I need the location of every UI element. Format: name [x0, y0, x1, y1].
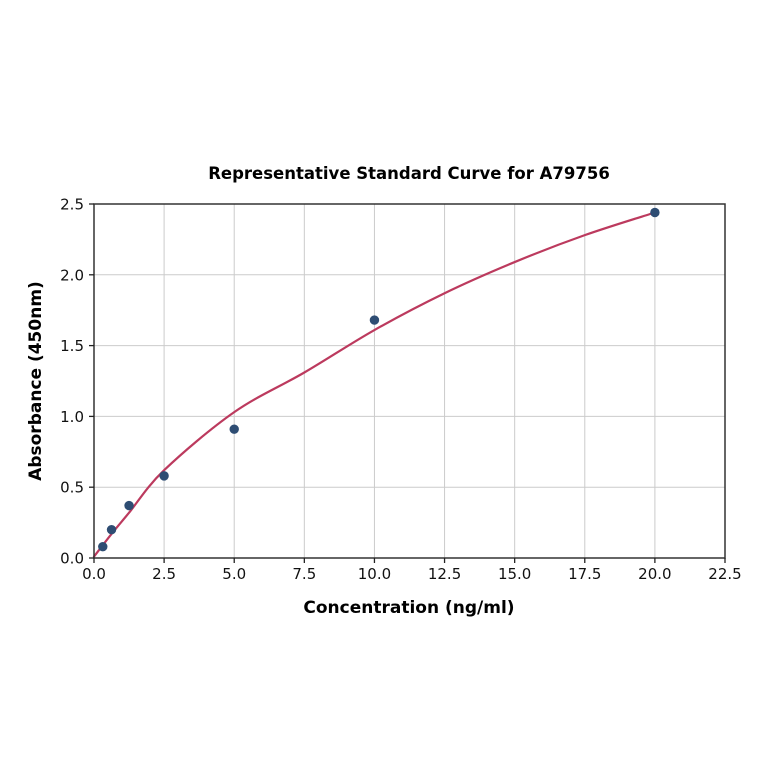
- y-tick-label: 2.5: [60, 196, 84, 214]
- gridlines: [93, 203, 726, 559]
- x-tick-label: 7.5: [292, 565, 316, 583]
- x-tick-label: 2.5: [152, 565, 176, 583]
- x-tick-labels: 0.0 2.5 5.0 7.5 10.0 12.5 15.0 17.5 20.0 22.5: [82, 565, 742, 583]
- data-point: [124, 500, 134, 511]
- x-tick-label: 15.0: [498, 565, 531, 583]
- x-tick-label: 5.0: [222, 565, 246, 583]
- data-point: [650, 207, 660, 218]
- x-tick-label: 20.0: [638, 565, 671, 583]
- y-tick-label: 0.5: [60, 479, 84, 497]
- x-tick-label: 12.5: [428, 565, 461, 583]
- fit-curve: [92, 211, 656, 558]
- data-point: [229, 424, 239, 434]
- x-tick-label: 10.0: [358, 565, 391, 583]
- data-point: [98, 541, 108, 552]
- axis-ticks: [89, 203, 726, 563]
- x-tick-label: 17.5: [568, 565, 601, 583]
- chart-title: Representative Standard Curve for A79756: [208, 164, 610, 183]
- y-tick-label: 2.0: [60, 266, 84, 284]
- plot-border: [93, 203, 726, 559]
- x-tick-label: 22.5: [708, 565, 741, 583]
- plot-data: [92, 207, 660, 558]
- data-point: [369, 315, 380, 325]
- y-axis-label: Absorbance (450nm): [26, 281, 46, 481]
- y-tick-label: 1.5: [60, 337, 84, 355]
- x-axis-label: Concentration (ng/ml): [303, 598, 514, 618]
- y-tick-labels: 0.0 0.5 1.0 1.5 2.0 2.5: [60, 196, 84, 568]
- data-point: [159, 471, 169, 481]
- data-point: [106, 524, 117, 535]
- y-tick-label: 1.0: [60, 408, 84, 426]
- x-tick-label: 0.0: [82, 565, 106, 583]
- y-tick-label: 0.0: [60, 550, 84, 568]
